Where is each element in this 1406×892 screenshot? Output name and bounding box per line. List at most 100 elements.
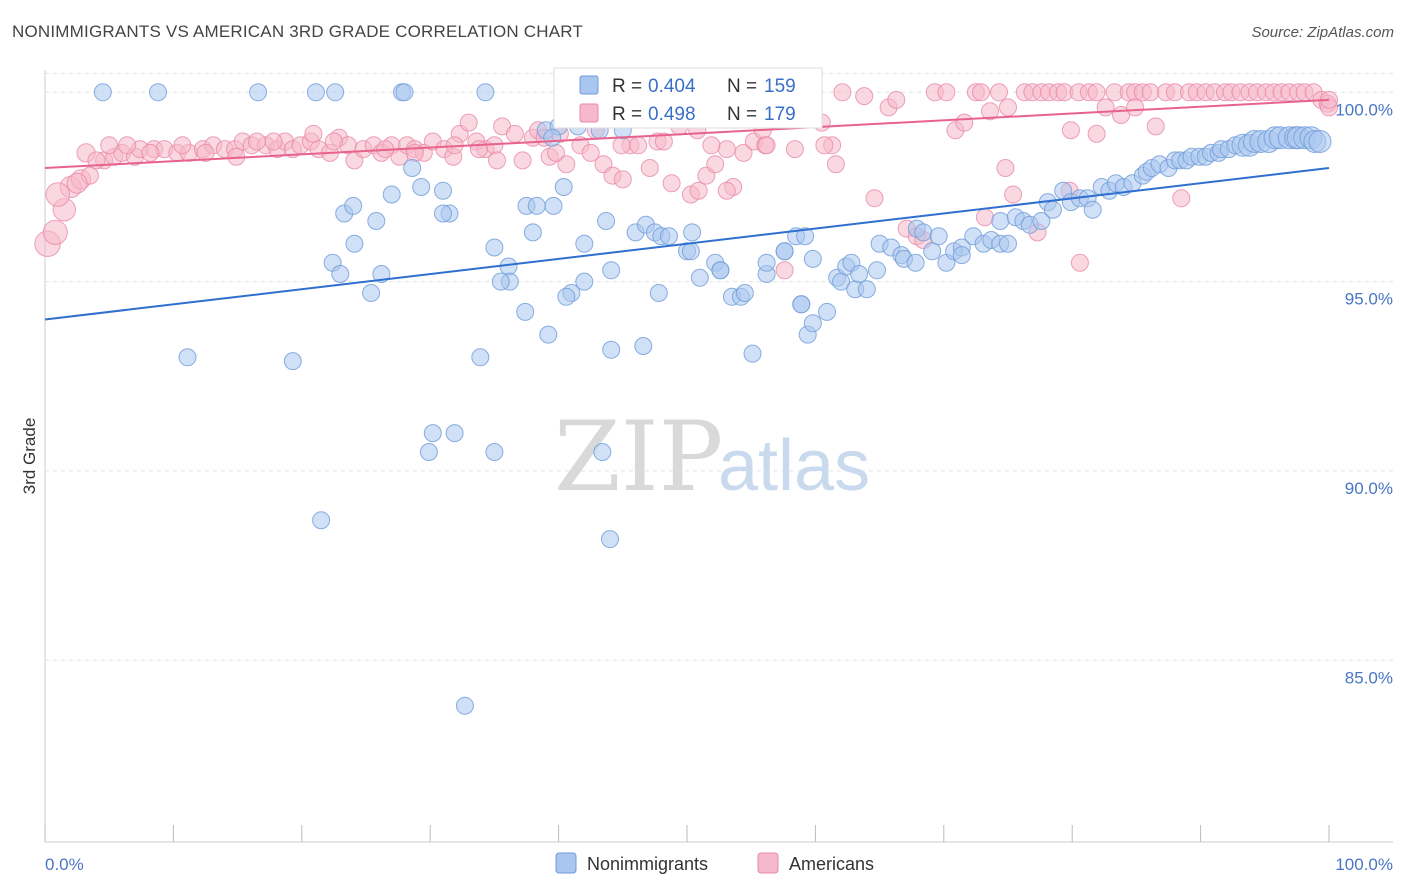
nonimmigrants-point-6 [395,83,414,102]
nonimmigrants-point-87 [914,223,933,242]
y-tick-label-1: 90.0% [1345,479,1393,498]
nonimmigrants-point-110 [1083,200,1102,219]
americans-point-165 [100,136,119,155]
nonimmigrants-point-71 [803,314,822,333]
americans-point-83 [833,83,852,102]
nonimmigrants-point-43 [634,337,653,355]
americans-point-146 [1126,98,1145,117]
americans-point-71 [706,155,725,174]
americans-point-145 [1087,124,1106,143]
nonimmigrants-point-60 [743,344,762,363]
legend-bottom-label-americans: Americans [789,854,874,874]
americans-point-157 [488,151,506,170]
americans-point-121 [1172,189,1191,208]
americans-point-149 [815,136,834,155]
legend-swatch-americans [579,103,599,123]
nonimmigrants-point-41 [602,261,621,280]
nonimmigrants-point-1 [149,83,167,102]
americans-point-1 [42,219,68,245]
nonimmigrants-point-89 [929,227,948,246]
nonimmigrants-point-151 [445,424,464,443]
americans-point-151 [785,140,804,159]
americans-point-98 [990,83,1008,102]
americans-point-74 [734,143,753,162]
nonimmigrants-point-55 [711,261,730,280]
nonimmigrants-point-152 [485,443,504,461]
americans-point-148 [975,208,994,227]
legend-bottom-swatch-americans [757,852,779,874]
nonimmigrants-point-19 [367,212,386,230]
y-tick-label-3: 100.0% [1335,100,1393,119]
americans-point-170 [118,136,137,155]
americans-point-69 [689,181,708,200]
americans-point-168 [45,182,71,207]
americans-point-174 [405,143,424,162]
americans-point-49 [505,124,524,143]
americans-point-92 [937,83,956,102]
americans-point-172 [247,132,266,151]
americans-point-85 [865,189,884,208]
chart-title: NONIMMIGRANTS VS AMERICAN 3RD GRADE CORR… [12,22,584,41]
legend-bottom-label-nonimmigrants: Nonimmigrants [587,854,708,874]
legend-stats: R = 0.404 N = 159 R = 0.498 N = 179 [553,67,823,129]
nonimmigrants-point-20 [345,234,364,253]
legend-box [553,67,823,129]
nonimmigrants-point-153 [419,443,438,461]
nonimmigrants-point-150 [283,352,302,371]
americans-point-164 [141,143,160,162]
nonimmigrants-point-28 [523,223,542,242]
nonimmigrants-point-103 [1032,212,1051,230]
nonimmigrants-points [93,83,1332,715]
nonimmigrants-point-148 [471,348,490,367]
nonimmigrants-point-47 [649,284,668,302]
nonimmigrants-point-155 [312,511,331,530]
legend-series: Nonimmigrants Americans [555,852,874,874]
nonimmigrants-point-17 [434,181,452,200]
nonimmigrants-point-146 [434,204,452,223]
trend-lines [44,98,1330,321]
nonimmigrants-point-72 [818,302,836,321]
legend-r-value-nonimmigrants: 0.404 [648,76,696,97]
nonimmigrants-point-85 [906,253,925,272]
americans-trendline [44,98,1330,170]
nonimmigrants-point-3 [306,83,325,102]
nonimmigrants-point-7 [476,83,495,102]
americans-point-107 [1061,121,1080,140]
nonimmigrants-point-67 [803,249,822,268]
nonimmigrants-point-154 [593,443,612,461]
legend-bottom-swatch-nonimmigrants [555,852,577,874]
nonimmigrants-point-51 [681,242,700,261]
nonimmigrants-point-158 [491,272,510,291]
legend-n-label-1: N = [727,76,757,97]
x-tick-labels: 0.0% 100.0% [45,855,1393,874]
nonimmigrants-point-157 [455,696,474,715]
nonimmigrants-point-15 [382,185,401,204]
nonimmigrants-point-38 [557,287,576,306]
nonimmigrants-point-14 [403,159,422,177]
americans-point-66 [662,174,681,193]
nonimmigrants-point-31 [527,196,546,215]
nonimmigrants-point-80 [868,261,886,280]
nonimmigrants-point-62 [757,253,776,272]
nonimmigrants-point-64 [775,242,794,261]
americans-point-50 [513,151,532,170]
watermark-zip: ZIP [554,401,723,513]
nonimmigrants-point-24 [362,284,381,302]
y-axis-label: 3rd Grade [20,418,39,495]
nonimmigrants-point-49 [660,227,678,246]
x-tick-label-1: 100.0% [1335,855,1393,874]
americans-points [34,83,1338,280]
watermark: ZIP atlas [554,401,870,513]
nonimmigrants-point-59 [735,284,754,302]
americans-point-154 [702,136,721,155]
nonimmigrants-point-2 [249,83,268,102]
nonimmigrants-point-23 [331,265,350,283]
nonimmigrants-point-26 [485,238,504,257]
americans-point-97 [981,102,999,121]
americans-point-99 [996,159,1015,177]
nonimmigrants-trendline [44,167,1330,321]
americans-point-144 [999,98,1017,117]
nonimmigrants-point-88 [923,242,942,261]
legend-n-value-nonimmigrants: 159 [764,76,796,97]
nonimmigrants-point-69 [792,295,811,314]
